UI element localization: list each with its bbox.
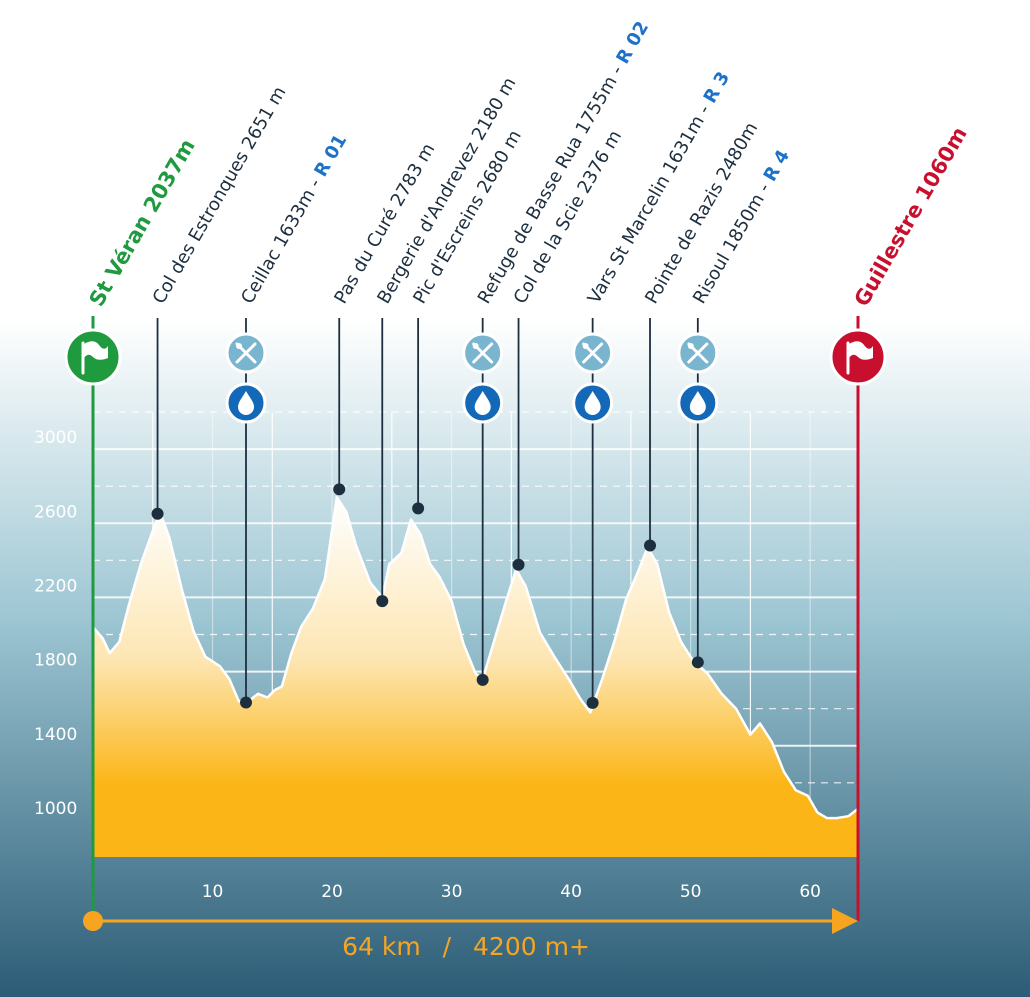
route-summary: 64 km / 4200 m+ (342, 932, 590, 961)
distance-arrow-head-icon (832, 908, 858, 934)
x-tick-label: 10 (202, 882, 224, 902)
summary-distance: 64 km (342, 932, 421, 961)
waypoint-dot (691, 656, 704, 669)
y-tick-label: 2200 (34, 576, 77, 596)
drop-glyph (689, 391, 706, 415)
drop-glyph (474, 391, 491, 415)
food-cutlery-icon (462, 332, 504, 374)
profile-area (93, 497, 858, 857)
y-tick-label: 1000 (34, 799, 77, 819)
x-tick-label: 30 (441, 882, 463, 902)
summary-climb: 4200 m+ (473, 932, 590, 961)
flag-cloth-glyph (84, 341, 108, 360)
water-drop-icon (462, 382, 504, 424)
y-axis-ticks: 1000 1400 1800 2200 2600 3000 (34, 428, 77, 819)
distance-start-dot (83, 911, 103, 931)
waypoint-dot (333, 483, 346, 496)
drop-glyph (238, 391, 254, 415)
waypoint-dot (412, 502, 425, 515)
x-axis-ticks: 10 20 30 40 50 60 (202, 882, 821, 902)
water-drop-icon (572, 382, 614, 424)
spoon-head-glyph (236, 343, 242, 349)
flag-icon (846, 341, 873, 375)
flag-cloth-glyph (849, 341, 873, 360)
waypoint-dot (240, 696, 252, 709)
food-cutlery-icon (572, 332, 614, 374)
water-drop-icon (225, 382, 267, 424)
flag-icon (81, 341, 108, 375)
y-tick-label: 1400 (34, 725, 77, 745)
x-tick-label: 60 (799, 882, 821, 902)
food-cutlery-icon (225, 332, 267, 374)
spoon-head-glyph (687, 343, 694, 349)
x-tick-label: 40 (560, 882, 582, 902)
waypoint-dot (151, 507, 164, 520)
summary-separator: / (443, 932, 452, 961)
profile-area-layer (92, 496, 859, 857)
drop-glyph (584, 391, 601, 415)
profile-line (92, 496, 859, 820)
waypoint-dot (476, 673, 489, 686)
spoon-head-glyph (582, 343, 589, 349)
y-tick-label: 2600 (34, 502, 77, 522)
x-tick-label: 50 (680, 882, 702, 902)
food-cutlery-icon (677, 332, 719, 374)
x-tick-label: 20 (321, 882, 343, 902)
y-tick-label: 1800 (34, 651, 77, 671)
waypoint-dot (512, 558, 525, 571)
waypoint-dot (644, 539, 657, 552)
distance-axis-arrow (83, 908, 858, 934)
water-drop-icon (677, 382, 719, 424)
y-tick-label: 3000 (34, 428, 77, 448)
waypoint-dot (376, 595, 389, 608)
spoon-head-glyph (472, 343, 479, 349)
waypoint-dot (586, 696, 599, 709)
